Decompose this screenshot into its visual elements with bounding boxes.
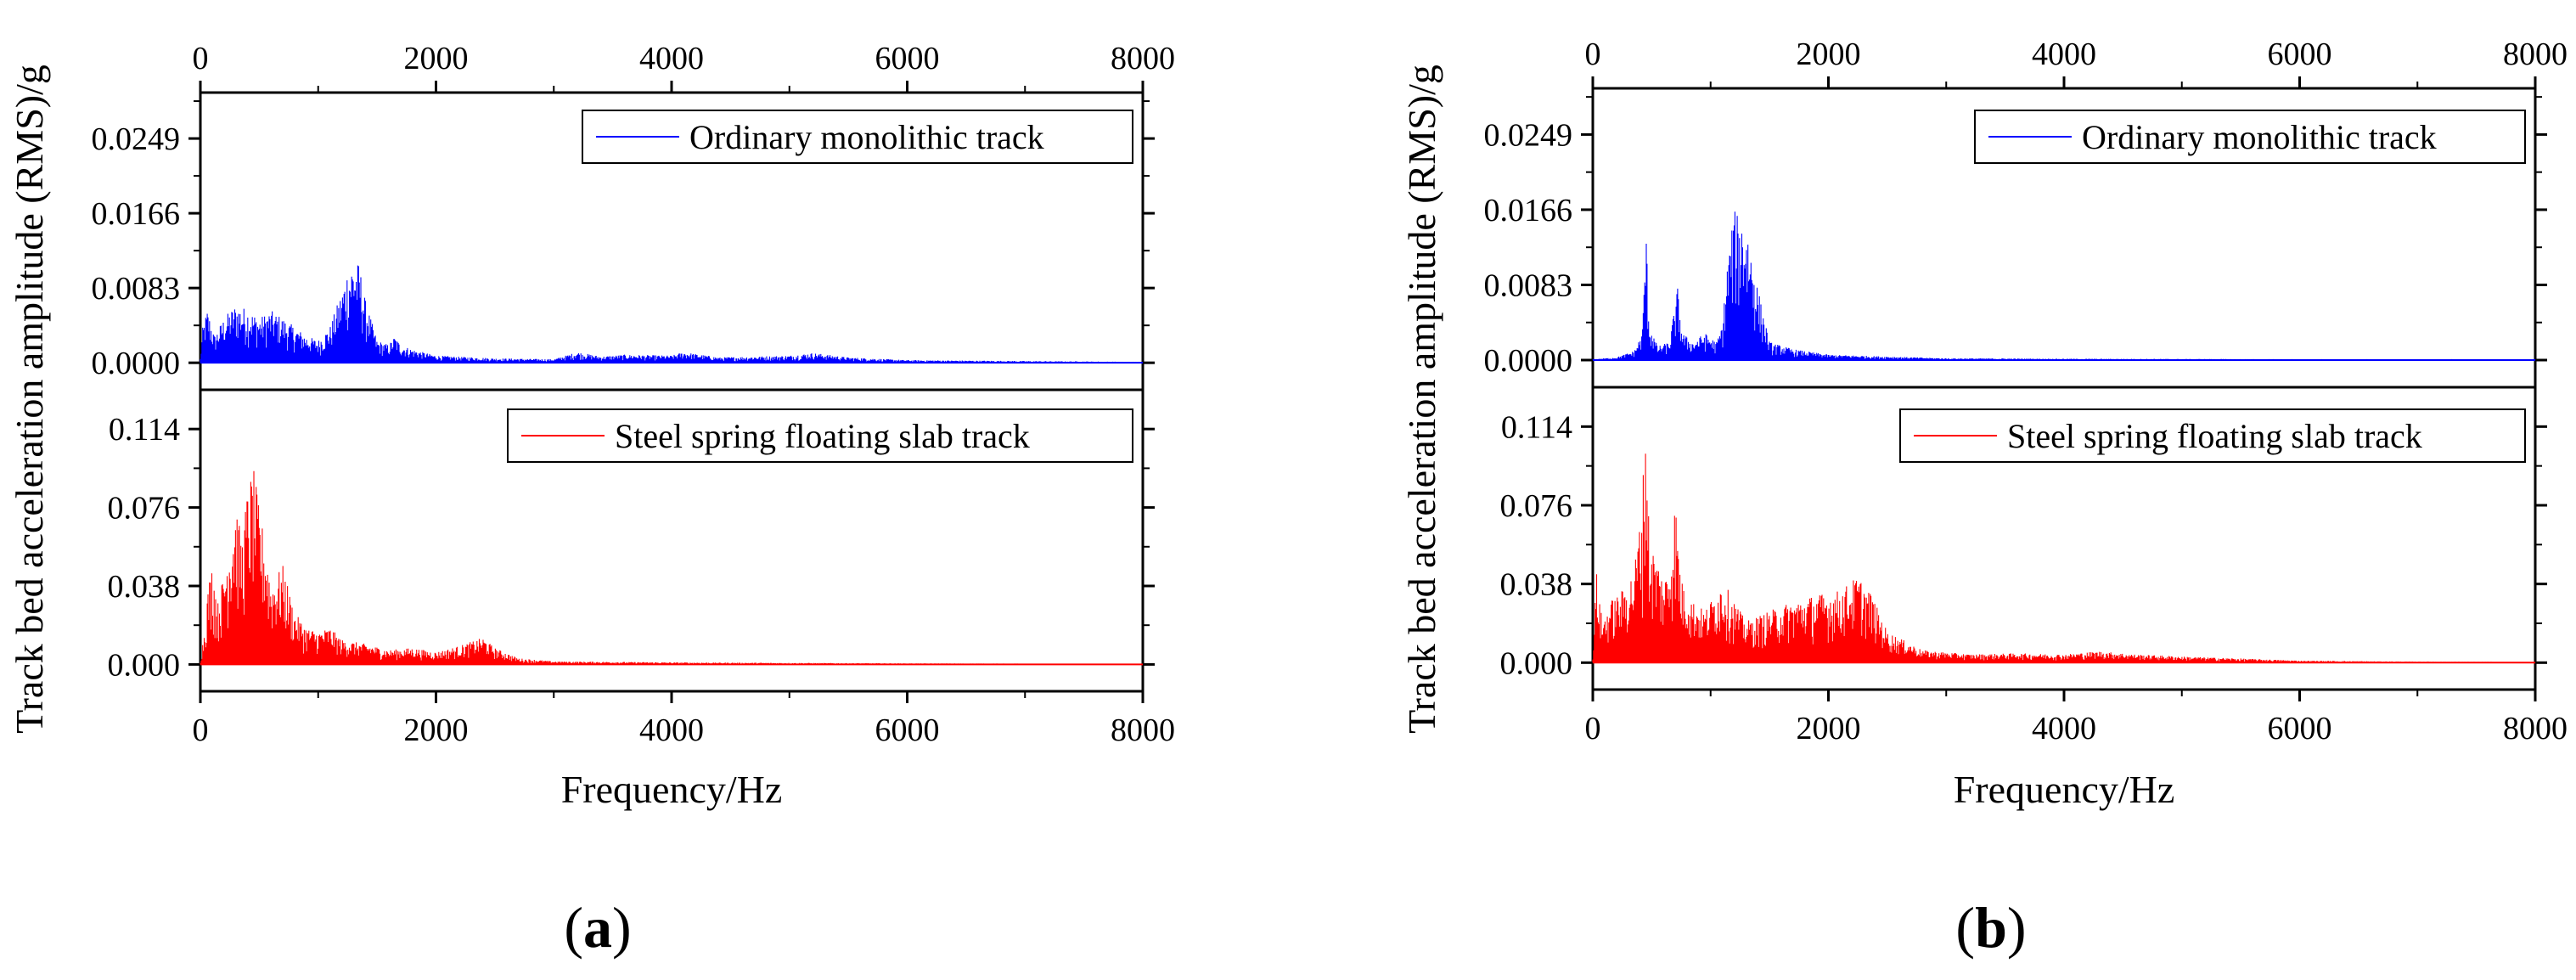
legend-label-floating: Steel spring floating slab track xyxy=(615,417,1030,455)
y-tick-label: 0.0249 xyxy=(1484,117,1573,153)
x-tick-label-bottom: 6000 xyxy=(2268,711,2332,746)
subplot-b-bottom: 0.000 0.038 0.076 0.114 0 2000 4000 6000 8000 St… xyxy=(1500,386,2568,746)
y-tick-label: 0.0166 xyxy=(1484,193,1573,228)
legend-box: Steel spring floating slab track xyxy=(1899,408,2526,463)
subplot-a-top: 0.0000 0.0083 0.0166 0.0249 0 2000 4000 6000 800… xyxy=(92,41,1176,391)
y-axis-title-b: Track bed acceleration amplitude (RMS)/g xyxy=(1400,65,1443,734)
x-tick-label-bottom: 2000 xyxy=(404,712,469,748)
y-tick-label: 0.114 xyxy=(1501,409,1572,445)
spectrum-line xyxy=(1592,211,2536,360)
x-tick-label-bottom: 4000 xyxy=(639,712,704,748)
y-tick-label: 0.114 xyxy=(109,412,180,448)
y-tick-label: 0.038 xyxy=(1500,567,1573,603)
x-tick-label-bottom: 6000 xyxy=(875,712,940,748)
legend-label-ordinary: Ordinary monolithic track xyxy=(689,118,1044,156)
spectrum-line xyxy=(200,470,1144,665)
legend-label-floating: Steel spring floating slab track xyxy=(2007,417,2422,455)
x-tick-label-bottom: 2000 xyxy=(1797,711,1861,746)
panel-label-b: (b) xyxy=(1955,895,2026,960)
x-tick-label-bottom: 0 xyxy=(1585,711,1601,746)
y-tick-label: 0.038 xyxy=(108,569,181,605)
y-tick-label: 0.0249 xyxy=(92,121,181,157)
data-series-floating-a xyxy=(200,470,1144,666)
panel-letter-a: a xyxy=(583,895,612,960)
x-tick-label-top: 4000 xyxy=(2032,37,2096,72)
y-tick-label: 0.0166 xyxy=(92,196,181,232)
tick-marks: 0.0000 0.0083 0.0166 0.0249 0 2000 4000 6000 800… xyxy=(92,41,1176,381)
spectrum-line xyxy=(1592,453,2536,663)
x-axis-title-b: Frequency/Hz xyxy=(1954,768,2175,811)
legend-frame xyxy=(507,408,1133,463)
y-axis-title-a: Track bed acceleration amplitude (RMS)/g xyxy=(8,65,51,734)
legend-label-ordinary: Ordinary monolithic track xyxy=(2082,118,2437,156)
spectrum-line xyxy=(200,265,1144,363)
y-tick-label: 0.000 xyxy=(108,647,181,683)
data-series-ordinary-a xyxy=(200,265,1144,364)
x-tick-label-top: 4000 xyxy=(639,41,704,76)
legend-box: Steel spring floating slab track xyxy=(507,408,1133,463)
data-series-floating-b xyxy=(1592,453,2536,664)
y-tick-label: 0.0083 xyxy=(1484,268,1573,303)
x-tick-label-top: 6000 xyxy=(2268,37,2332,72)
x-tick-label-top: 0 xyxy=(1585,37,1601,72)
data-series-ordinary-b xyxy=(1592,211,2536,361)
y-tick-label: 0.0083 xyxy=(92,271,181,307)
legend-frame xyxy=(1899,408,2526,463)
legend-box: Ordinary monolithic track xyxy=(582,110,1133,164)
y-tick-label: 0.000 xyxy=(1500,645,1573,681)
x-axis-title-a: Frequency/Hz xyxy=(561,768,783,811)
x-tick-label-top: 8000 xyxy=(2503,37,2568,72)
x-tick-label-bottom: 4000 xyxy=(2032,711,2096,746)
tick-marks: 0.000 0.038 0.076 0.114 0 2000 4000 6000 8000 xyxy=(108,412,1176,748)
y-tick-label: 0.0000 xyxy=(92,346,181,381)
legend-box: Ordinary monolithic track xyxy=(1974,110,2526,164)
panel-letter-b: b xyxy=(1975,895,2007,960)
x-tick-label-bottom: 8000 xyxy=(1111,712,1175,748)
tick-marks: 0.0000 0.0083 0.0166 0.0249 0 2000 4000 6000 800… xyxy=(1484,37,2568,379)
x-tick-label-bottom: 8000 xyxy=(2503,711,2568,746)
tick-marks: 0.000 0.038 0.076 0.114 0 2000 4000 6000 8000 xyxy=(1500,409,2568,746)
subplot-b-top: 0.0000 0.0083 0.0166 0.0249 0 2000 4000 6000 800… xyxy=(1484,37,2568,389)
x-tick-label-top: 6000 xyxy=(875,41,940,76)
x-tick-label-top: 2000 xyxy=(1797,37,1861,72)
x-tick-label-top: 0 xyxy=(193,41,209,76)
y-tick-label: 0.076 xyxy=(1500,488,1573,524)
x-tick-label-top: 2000 xyxy=(404,41,469,76)
y-tick-label: 0.076 xyxy=(108,491,181,527)
x-tick-label-top: 8000 xyxy=(1111,41,1175,76)
y-tick-label: 0.0000 xyxy=(1484,343,1573,379)
panel-label-a: (a) xyxy=(564,895,631,960)
x-tick-label-bottom: 0 xyxy=(193,712,209,748)
subplot-a-bottom: 0.000 0.038 0.076 0.114 0 2000 4000 6000 8000 St… xyxy=(108,388,1176,748)
